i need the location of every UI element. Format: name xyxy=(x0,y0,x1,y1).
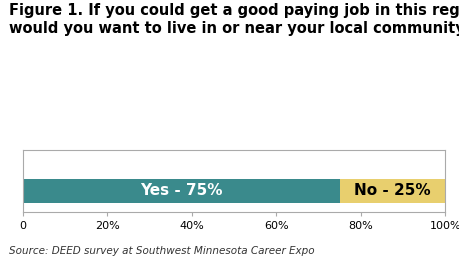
Text: Figure 1. If you could get a good paying job in this region
would you want to li: Figure 1. If you could get a good paying… xyxy=(9,3,459,36)
Bar xyxy=(23,179,340,203)
Text: Source: DEED survey at Southwest Minnesota Career Expo: Source: DEED survey at Southwest Minneso… xyxy=(9,246,315,256)
Text: No - 25%: No - 25% xyxy=(354,183,431,198)
Bar xyxy=(340,179,445,203)
Text: Yes - 75%: Yes - 75% xyxy=(140,183,223,198)
